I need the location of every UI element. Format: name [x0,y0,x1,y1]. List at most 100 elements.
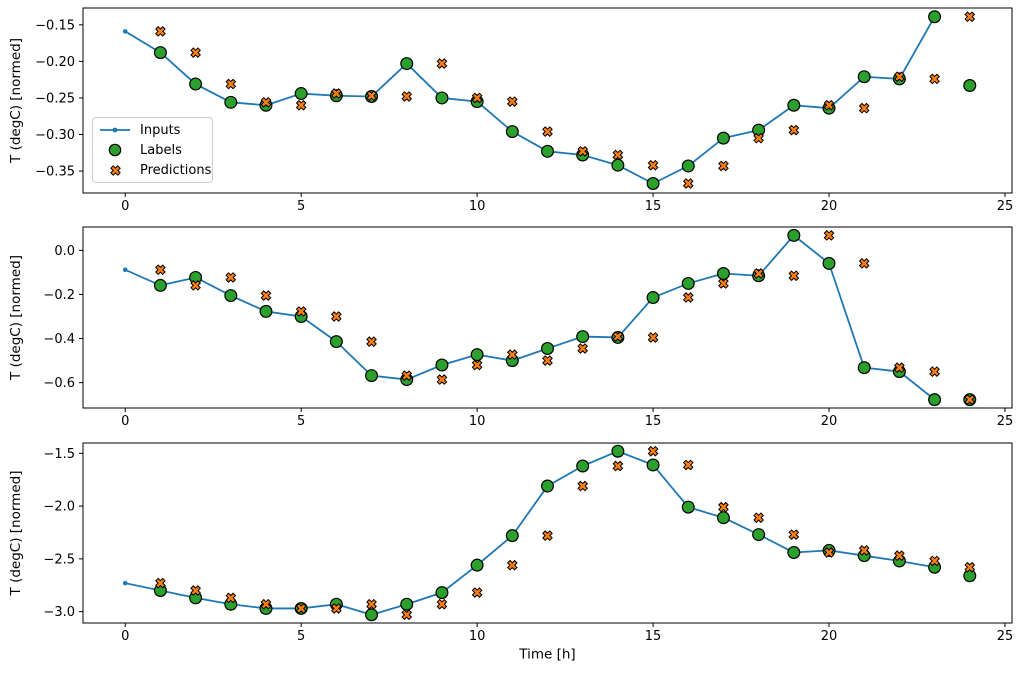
labels-marker [928,393,942,407]
predictions-marker [225,78,237,90]
y-tick-label: −0.35 [35,165,75,180]
y-tick-label: −0.30 [35,128,75,143]
labels-marker [646,291,660,305]
predictions-marker [295,306,307,317]
labels-marker [435,358,449,372]
x-tick-label: 25 [997,414,1014,429]
predictions-marker [471,92,483,104]
y-tick-label: −0.25 [35,91,75,106]
subplot-2: 0 5 10 15 20 25 0.0 −0.2 −0.4 −0.6 T (degC) [norme… [8,226,1014,429]
x-tick-label: 0 [121,199,129,214]
predictions-marker [964,11,976,23]
subplot-3: 0 5 10 15 20 25 −1.5 −2.0 −2.5 −3.0 T (degC) [norm… [8,442,1014,644]
x-tick-label: 5 [297,414,305,429]
labels-marker [576,459,590,473]
labels-marker [540,479,554,493]
predictions-marker [436,374,448,385]
labels-marker [963,569,977,583]
inputs-dot [122,580,128,586]
predictions-x-glyph [109,164,121,176]
predictions-marker [542,126,553,137]
predictions-marker [401,370,413,381]
predictions-marker [577,145,589,157]
labels-marker [681,159,695,173]
labels-marker [365,608,379,622]
labels-marker [787,546,801,560]
predictions-marker [295,99,307,111]
labels-marker [259,304,273,318]
legend-row-predictions: Predictions [99,160,211,180]
inputs-dot [122,267,128,273]
predictions-marker [647,332,659,343]
labels-marker [576,330,590,344]
predictions-marker [295,603,307,614]
predictions-marker [929,555,940,567]
y-tick-label: −3.0 [43,605,75,620]
labels-marker [928,10,942,24]
predictions-marker [788,124,800,136]
predictions-marker [506,349,518,361]
x-tick-label: 20 [821,199,838,214]
labels-marker [752,123,766,137]
predictions-marker [401,91,413,102]
labels-marker [611,444,625,458]
legend-row-labels: Labels [99,140,206,160]
labels-circle-icon-svg [108,143,122,157]
y-tick-label: −0.2 [43,288,75,303]
predictions-marker [577,343,589,354]
inputs-dot [122,29,128,34]
axes-border [82,226,1013,409]
predictions-marker [647,159,659,171]
labels-marker [329,335,343,349]
y-tick-label: −0.15 [35,18,75,33]
predictions-marker [718,278,729,289]
predictions-marker [858,258,870,269]
predictions-marker [894,71,905,83]
predictions-marker [823,547,835,558]
labels-marker [470,348,484,362]
axes-border [82,7,1013,194]
predictions-marker [366,336,377,348]
y-axis-label: T (degC) [normed] [8,471,24,597]
predictions-marker [894,362,905,374]
predictions-marker [753,132,765,144]
predictions-marker [682,459,694,471]
predictions-marker [577,480,589,492]
labels-marker [540,341,554,355]
predictions-marker [225,272,237,283]
labels-marker [681,500,695,514]
x-tick-label: 25 [997,629,1014,644]
predictions-marker [929,366,940,377]
predictions-marker [823,230,835,241]
labels-marker [189,77,203,91]
labels-marker [294,87,308,101]
inputs-line-icon [99,123,131,137]
predictions-marker [155,577,166,589]
predictions-marker [788,529,800,540]
labels-circle-icon [99,143,131,157]
predictions-marker [190,585,201,596]
predictions-x-icon-svg [109,164,121,176]
labels-marker [505,125,519,139]
predictions-marker [225,592,237,604]
x-tick-label: 25 [997,199,1014,214]
labels-circle-glyph [108,143,122,157]
y-axis-label: T (degC) [normed] [8,255,24,381]
predictions-marker [260,290,272,301]
predictions-marker [260,96,272,108]
predictions-marker [330,311,342,322]
labels-marker [611,158,625,172]
predictions-marker [155,264,166,276]
y-tick-label: −0.6 [43,376,75,391]
predictions-marker [190,47,201,58]
labels-marker [153,278,167,292]
labels-marker [787,228,801,242]
labels-marker [857,70,871,84]
predictions-marker [471,587,483,598]
labels-marker [153,46,167,60]
x-tick-label: 5 [297,199,305,214]
legend-row-inputs: Inputs [99,120,206,140]
predictions-marker [436,598,448,610]
